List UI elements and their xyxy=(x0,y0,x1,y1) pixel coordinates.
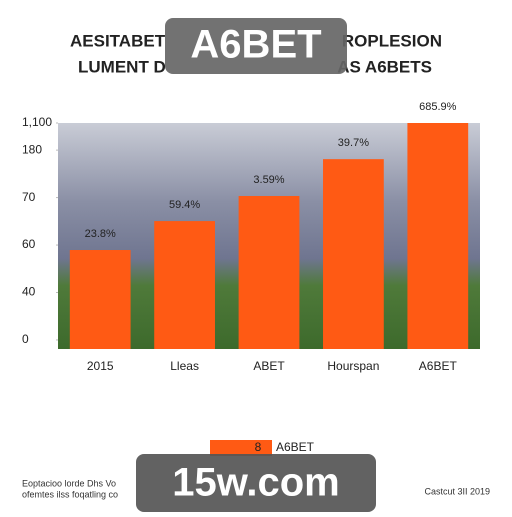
data-label: 39.7% xyxy=(338,137,369,149)
y-tick-label: 180 xyxy=(22,142,42,156)
bar xyxy=(323,159,384,349)
watermark-badge xyxy=(165,18,347,74)
x-tick-label: Lleas xyxy=(170,359,199,373)
y-tick-label: 0 xyxy=(22,332,29,346)
legend-label: A6BET xyxy=(276,440,315,454)
data-label: 59.4% xyxy=(169,199,200,211)
y-tick-label: 60 xyxy=(22,237,36,251)
y-tick-label: 70 xyxy=(22,190,36,204)
footer-text: ofemtes ilss foqatling co xyxy=(22,489,118,499)
bar xyxy=(69,250,131,349)
title-text: ROPLESION xyxy=(342,31,442,50)
x-tick-label: 2015 xyxy=(87,359,114,373)
legend-marker-text: 8 xyxy=(255,440,262,454)
bar xyxy=(238,195,300,349)
y-tick-label: 40 xyxy=(22,285,36,299)
y-tick-label: 1,100 xyxy=(22,115,52,129)
legend-swatch xyxy=(210,440,272,456)
watermark-badge xyxy=(136,454,376,512)
watermark: A6BET xyxy=(190,23,321,67)
data-label: 3.59% xyxy=(253,174,284,186)
x-tick-label: A6BET xyxy=(419,359,458,373)
title-text: AESITABET xyxy=(70,31,166,50)
x-tick-label: Hourspan xyxy=(327,359,379,373)
footer-text: Eoptacioo lorde Dhs Vo xyxy=(22,478,116,488)
data-label: 23.8% xyxy=(85,228,116,240)
x-tick-label: ABET xyxy=(253,359,285,373)
title-text: LUMENT D xyxy=(78,57,166,76)
footer-text: Castcut 3II 2019 xyxy=(424,486,490,496)
bar xyxy=(407,123,469,349)
title-text: AS A6BETS xyxy=(337,57,432,76)
bar xyxy=(154,221,215,349)
watermark: 15w.com xyxy=(172,461,339,505)
data-label: 685.9% xyxy=(419,101,457,113)
